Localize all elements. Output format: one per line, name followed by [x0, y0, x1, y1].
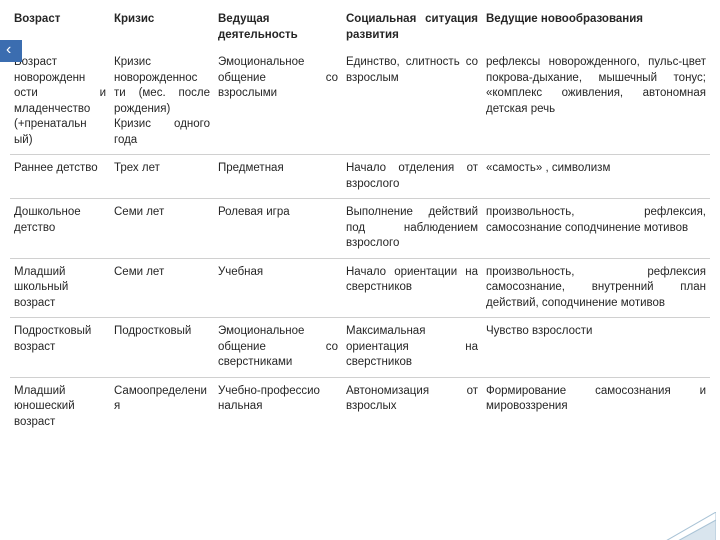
col-neoplasm: Ведущие новообразования [482, 6, 710, 49]
table-header-row: Возраст Кризис Ведущая деятельность Соци… [10, 6, 710, 49]
cell-situation: Начало отделения от взрослого [342, 155, 482, 199]
cell-neoplasm: произвольность, рефлексия самосознание, … [482, 258, 710, 318]
table-row: Подростковый возраст Подростковый Эмоцио… [10, 318, 710, 378]
cell-neoplasm: «самость» , символизм [482, 155, 710, 199]
cell-neoplasm: произвольность, рефлексия, самосознание … [482, 199, 710, 259]
cell-situation: Единство, слитность со взрослым [342, 49, 482, 155]
cell-crisis: Трех лет [110, 155, 214, 199]
col-situation: Социальная ситуация развития [342, 6, 482, 49]
cell-activity: Ролевая игра [214, 199, 342, 259]
table-row: Раннее детство Трех лет Предметная Начал… [10, 155, 710, 199]
col-age: Возраст [10, 6, 110, 49]
cell-situation: Максимальная ориентация на сверстников [342, 318, 482, 378]
cell-neoplasm: рефлексы новорожденного, пульс-цвет покр… [482, 49, 710, 155]
cell-age: Раннее детство [10, 155, 110, 199]
cell-age: Возраст новорожденн ости и младенчество … [10, 49, 110, 155]
cell-age: Младший школьный возраст [10, 258, 110, 318]
periodization-table: Возраст Кризис Ведущая деятельность Соци… [10, 6, 710, 436]
cell-crisis: Семи лет [110, 199, 214, 259]
cell-activity: Предметная [214, 155, 342, 199]
cell-neoplasm: Чувство взрослости [482, 318, 710, 378]
cell-crisis: Кризис новорожденнос ти (мес. после рожд… [110, 49, 214, 155]
cell-situation: Выполнение действий под наблюдением взро… [342, 199, 482, 259]
cell-crisis: Самоопределени я [110, 377, 214, 436]
slide-prev-accent [0, 40, 22, 62]
cell-activity: Эмоциональное общение со взрослыми [214, 49, 342, 155]
cell-situation: Начало ориентации на сверстников [342, 258, 482, 318]
cell-activity: Учебная [214, 258, 342, 318]
cell-crisis: Подростковый [110, 318, 214, 378]
cell-activity: Эмоциональное общение со сверстниками [214, 318, 342, 378]
table-row: Дошкольное детство Семи лет Ролевая игра… [10, 199, 710, 259]
col-activity: Ведущая деятельность [214, 6, 342, 49]
cell-situation: Автономизация от взрослых [342, 377, 482, 436]
cell-age: Подростковый возраст [10, 318, 110, 378]
cell-neoplasm: Формирование самосознания и мировоззрени… [482, 377, 710, 436]
cell-age: Младший юношеский возраст [10, 377, 110, 436]
corner-decoration [664, 512, 716, 540]
table-row: Возраст новорожденн ости и младенчество … [10, 49, 710, 155]
col-crisis: Кризис [110, 6, 214, 49]
table-row: Младший школьный возраст Семи лет Учебна… [10, 258, 710, 318]
cell-crisis: Семи лет [110, 258, 214, 318]
cell-activity: Учебно-профессио нальная [214, 377, 342, 436]
cell-age: Дошкольное детство [10, 199, 110, 259]
table-row: Младший юношеский возраст Самоопределени… [10, 377, 710, 436]
